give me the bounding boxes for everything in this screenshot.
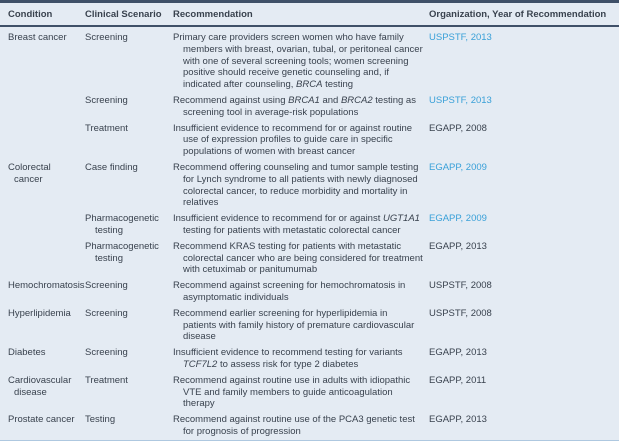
condition-cell: [0, 211, 85, 239]
organization-year-link[interactable]: EGAPP, 2009: [429, 213, 487, 225]
clinical-scenario-cell: Screening: [85, 94, 128, 106]
table-row: Pharmacogenetic testing Insufficient evid…: [0, 211, 619, 239]
gene-name: BRCA2: [340, 94, 373, 106]
clinical-scenario-cell: Screening: [85, 280, 128, 292]
recommendation-cell: Recommend offering counseling and tumor …: [173, 161, 419, 209]
table-row: Diabetes Screening Insufficient evidence t…: [0, 345, 619, 373]
table-body: Breast cancer Screening Primary care provi…: [0, 26, 619, 440]
column-header-organization-year: Organization, Year of Recommendation: [429, 1, 619, 27]
table-row: Screening Recommend against using BRCA1 a…: [0, 93, 619, 121]
gene-name: BRCA1: [288, 94, 320, 106]
clinical-scenario-cell: Pharmacogenetic testing: [85, 240, 159, 264]
condition-cell: [0, 239, 85, 278]
recommendation-cell: Insufficient evidence to recommend for o…: [173, 122, 413, 158]
condition-cell: Breast cancer: [8, 32, 67, 43]
column-header-condition: Condition: [0, 1, 85, 27]
clinical-scenario-cell: Screening: [85, 307, 128, 319]
organization-year-cell: EGAPP, 2013: [429, 240, 487, 252]
condition-cell: Hemochromatosis: [8, 280, 85, 292]
organization-year-cell: USPSTF, 2008: [429, 280, 492, 292]
organization-year-link[interactable]: USPSTF, 2013: [429, 94, 492, 106]
table-row: Pharmacogenetic testing Recommend KRAS te…: [0, 239, 619, 278]
table-row: Hyperlipidemia Screening Recommend earlier…: [0, 306, 619, 345]
organization-year-link[interactable]: EGAPP, 2009: [429, 161, 487, 173]
table-row: Cardiovascular disease Treatment Recommend…: [0, 373, 619, 412]
column-header-clinical-scenario: Clinical Scenario: [85, 1, 173, 27]
recommendation-cell: Primary care providers screen women who …: [173, 32, 423, 91]
table-header: Condition Clinical Scenario Recommendation…: [0, 1, 619, 27]
table-row: Treatment Insufficient evidence to recomm…: [0, 121, 619, 160]
recommendation-cell: Recommend against routine use of the PCA…: [173, 414, 415, 437]
organization-year-cell: USPSTF, 2008: [429, 307, 492, 319]
condition-cell: Prostate cancer: [8, 414, 75, 426]
clinical-scenario-cell: Pharmacogenetic testing: [85, 213, 159, 236]
clinical-scenario-cell: Treatment: [85, 374, 128, 386]
recommendation-cell: Recommend against using BRCA1 and BRCA2 …: [173, 94, 416, 118]
gene-name: TCF7L2: [183, 358, 218, 370]
recommendation-cell: Recommend KRAS testing for patients with…: [173, 240, 423, 276]
recommendation-cell: Recommend against screening for hemochro…: [173, 280, 406, 303]
clinical-scenario-cell: Screening: [85, 347, 128, 359]
recommendation-cell: Insufficient evidence to recommend testi…: [173, 347, 403, 370]
gene-name: BRCA: [296, 79, 323, 91]
clinical-scenario-cell: Testing: [85, 414, 116, 426]
condition-cell: Diabetes: [8, 347, 46, 359]
recommendation-cell: Recommend earlier screening for hyperlip…: [173, 307, 415, 343]
clinical-scenario-cell: Case finding: [85, 161, 138, 173]
condition-cell: Colorectal cancer: [8, 161, 51, 185]
organization-year-cell: EGAPP, 2013: [429, 414, 487, 426]
table-row: Breast cancer Screening Primary care provi…: [0, 26, 619, 93]
gene-name: UGT1A1: [383, 213, 420, 225]
recommendation-cell: Recommend against routine use in adults …: [173, 374, 411, 410]
condition-cell: [0, 93, 85, 121]
recommendation-cell: Insufficient evidence to recommend for o…: [173, 213, 420, 236]
condition-cell: [0, 121, 85, 160]
organization-year-cell: EGAPP, 2011: [429, 374, 487, 386]
organization-year-link[interactable]: USPSTF, 2013: [429, 32, 492, 43]
condition-cell: Cardiovascular disease: [8, 374, 72, 398]
organization-year-cell: EGAPP, 2008: [429, 122, 487, 134]
condition-cell: Hyperlipidemia: [8, 307, 71, 319]
table-header-row: Condition Clinical Scenario Recommendation…: [0, 1, 619, 27]
table-row: Prostate cancer Testing Recommend against …: [0, 412, 619, 440]
table-row: Hemochromatosis Screening Recommend agains…: [0, 278, 619, 306]
table-row: Colorectal cancer Case finding Recommend o…: [0, 160, 619, 211]
organization-year-cell: EGAPP, 2013: [429, 347, 487, 359]
clinical-scenario-cell: Screening: [85, 32, 128, 43]
column-header-recommendation: Recommendation: [173, 1, 429, 27]
clinical-scenario-cell: Treatment: [85, 122, 128, 134]
